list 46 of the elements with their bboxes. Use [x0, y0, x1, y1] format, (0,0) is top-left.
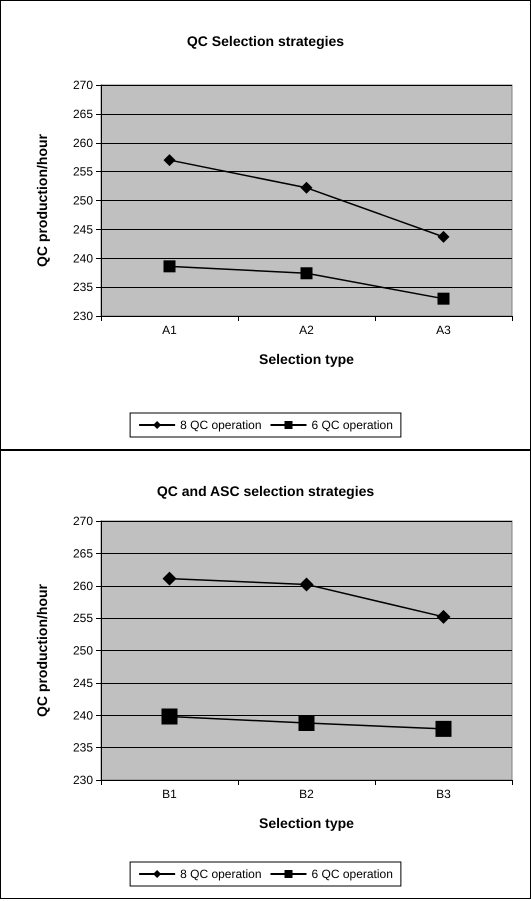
y-axis-title: QC production/hour	[34, 583, 50, 717]
point	[162, 708, 178, 725]
x-tick-label: A2	[299, 323, 314, 337]
x-tick-label: B2	[299, 787, 314, 801]
x-tick-label: A3	[436, 323, 452, 337]
point	[300, 182, 312, 194]
point	[300, 577, 314, 592]
x-tick-label: B1	[162, 787, 178, 801]
point	[164, 154, 176, 166]
y-axis-title: QC production/hour	[34, 133, 50, 267]
legend-label: 6 QC operation	[312, 418, 393, 432]
y-tick-label: 270	[72, 514, 94, 528]
point	[436, 610, 450, 624]
x-tick-label: B3	[436, 787, 452, 801]
y-tick-label: 240	[72, 708, 94, 722]
x-axis-title: Selection type	[259, 351, 354, 367]
point	[438, 292, 450, 305]
y-tick-label: 255	[72, 164, 94, 179]
legend-label: 8 QC operation	[180, 418, 262, 432]
point	[438, 230, 450, 243]
y-tick-label: 250	[72, 194, 94, 208]
chart-title: QC and ASC selection strategies	[156, 483, 374, 499]
legend-label: 6 QC operation	[312, 867, 393, 881]
point	[164, 260, 176, 272]
y-tick-label: 240	[72, 251, 94, 266]
y-tick-label: 255	[72, 611, 94, 626]
x-axis-title: Selection type	[259, 815, 354, 831]
x-tick-label: A1	[162, 323, 178, 337]
point	[300, 267, 312, 280]
point	[436, 720, 452, 737]
legend-label: 8 QC operation	[180, 867, 262, 881]
y-tick-label: 250	[72, 644, 94, 658]
y-tick-label: 260	[72, 136, 94, 150]
y-tick-label: 260	[72, 578, 94, 593]
y-tick-label: 230	[72, 773, 94, 787]
y-tick-label: 270	[72, 78, 94, 92]
y-tick-label: 230	[72, 309, 94, 323]
point	[162, 572, 176, 586]
y-tick-label: 245	[72, 676, 94, 690]
y-tick-label: 265	[72, 106, 94, 121]
y-tick-label: 245	[72, 222, 94, 236]
y-tick-label: 235	[72, 280, 94, 294]
point	[298, 715, 314, 732]
y-tick-label: 265	[72, 546, 94, 560]
chart-title: QC Selection strategies	[186, 33, 344, 49]
y-tick-label: 235	[72, 740, 94, 755]
